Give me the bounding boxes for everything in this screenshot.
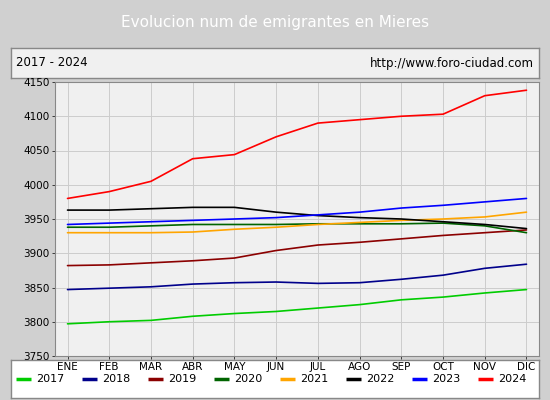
Text: 2018: 2018 bbox=[102, 374, 130, 384]
Text: 2017: 2017 bbox=[36, 374, 64, 384]
Text: 2020: 2020 bbox=[234, 374, 262, 384]
Text: 2019: 2019 bbox=[168, 374, 196, 384]
Text: 2024: 2024 bbox=[498, 374, 526, 384]
Text: 2021: 2021 bbox=[300, 374, 328, 384]
Text: 2017 - 2024: 2017 - 2024 bbox=[16, 56, 88, 70]
Text: http://www.foro-ciudad.com: http://www.foro-ciudad.com bbox=[370, 56, 534, 70]
Text: 2022: 2022 bbox=[366, 374, 394, 384]
Text: 2023: 2023 bbox=[432, 374, 460, 384]
Text: Evolucion num de emigrantes en Mieres: Evolucion num de emigrantes en Mieres bbox=[121, 16, 429, 30]
